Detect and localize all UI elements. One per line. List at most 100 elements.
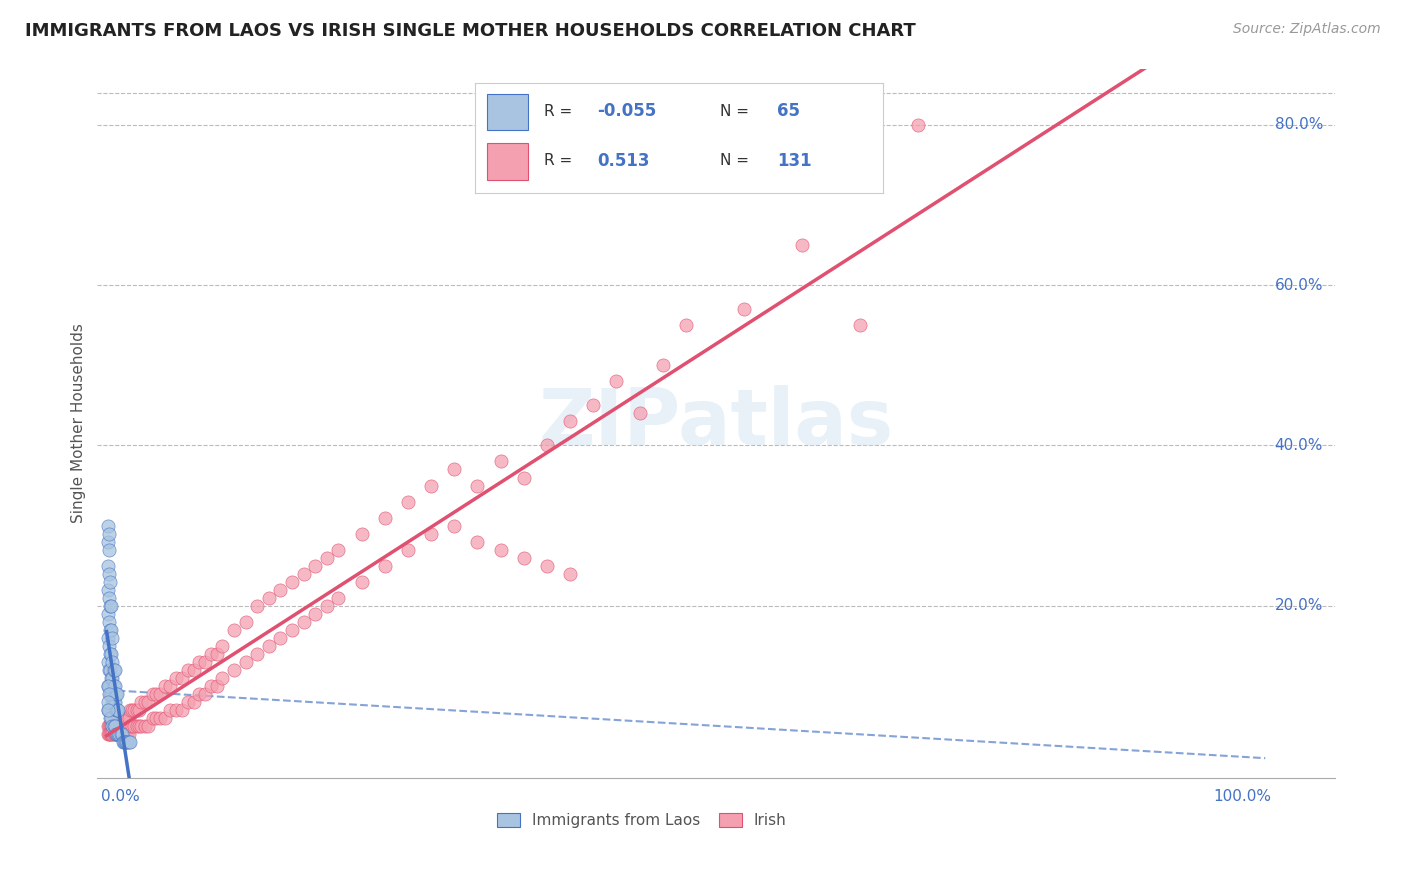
Point xyxy=(97,631,120,645)
Point xyxy=(114,711,136,725)
Point xyxy=(246,599,269,613)
Point xyxy=(235,655,257,669)
Point xyxy=(145,687,167,701)
Point xyxy=(115,735,138,749)
Point xyxy=(101,719,124,733)
Point xyxy=(115,711,138,725)
Point xyxy=(97,695,120,709)
Point xyxy=(104,719,127,733)
Point xyxy=(628,406,651,420)
Point xyxy=(104,695,127,709)
Point xyxy=(107,703,129,717)
Point xyxy=(105,727,128,741)
Point xyxy=(194,655,217,669)
Point xyxy=(131,695,153,709)
Point xyxy=(134,719,156,733)
Point xyxy=(97,727,120,741)
Point xyxy=(97,526,120,541)
Point xyxy=(125,719,148,733)
Point xyxy=(651,358,673,372)
Point xyxy=(103,663,125,677)
Point xyxy=(149,711,172,725)
Point xyxy=(100,727,122,741)
Point xyxy=(100,711,122,725)
Point xyxy=(101,655,124,669)
Point xyxy=(97,534,120,549)
Point xyxy=(467,478,489,492)
Point xyxy=(97,679,120,693)
Point xyxy=(97,679,120,693)
Point xyxy=(848,318,870,333)
Point xyxy=(118,735,141,749)
Point xyxy=(188,687,211,701)
Point xyxy=(103,719,125,733)
Point xyxy=(142,711,165,725)
Point xyxy=(443,518,465,533)
Point xyxy=(98,663,121,677)
Point xyxy=(97,607,120,621)
Point xyxy=(512,470,534,484)
Point xyxy=(100,599,122,613)
Point xyxy=(134,695,156,709)
Text: Source: ZipAtlas.com: Source: ZipAtlas.com xyxy=(1233,22,1381,37)
Point xyxy=(118,703,141,717)
Point xyxy=(117,711,139,725)
Point xyxy=(114,727,136,741)
Point xyxy=(153,711,176,725)
Point xyxy=(98,623,121,637)
Text: 80.0%: 80.0% xyxy=(1274,117,1323,132)
Point xyxy=(128,703,150,717)
Point xyxy=(97,703,120,717)
Point xyxy=(111,727,134,741)
Point xyxy=(97,703,120,717)
Point xyxy=(350,574,373,589)
Point xyxy=(121,719,143,733)
Point xyxy=(222,623,245,637)
Point xyxy=(112,735,135,749)
Point xyxy=(97,719,120,733)
Point xyxy=(101,719,124,733)
Point xyxy=(149,687,172,701)
Point xyxy=(605,374,627,388)
Point xyxy=(205,647,228,661)
Point xyxy=(104,687,127,701)
Point xyxy=(396,494,419,508)
Point xyxy=(281,623,304,637)
Point xyxy=(121,703,143,717)
Point xyxy=(350,526,373,541)
Point xyxy=(98,727,121,741)
Text: IMMIGRANTS FROM LAOS VS IRISH SINGLE MOTHER HOUSEHOLDS CORRELATION CHART: IMMIGRANTS FROM LAOS VS IRISH SINGLE MOT… xyxy=(25,22,917,40)
Point xyxy=(100,687,122,701)
Point xyxy=(165,703,187,717)
Point xyxy=(558,566,581,581)
Point xyxy=(159,679,181,693)
Point xyxy=(257,639,280,653)
Point xyxy=(104,703,127,717)
Point xyxy=(105,727,128,741)
Point xyxy=(111,727,134,741)
Point xyxy=(97,679,120,693)
Point xyxy=(292,566,315,581)
Point xyxy=(98,711,121,725)
Point xyxy=(117,735,139,749)
Point xyxy=(420,478,443,492)
Point xyxy=(97,542,120,557)
Point xyxy=(117,735,139,749)
Point xyxy=(97,687,120,701)
Point xyxy=(107,711,129,725)
Point xyxy=(103,695,125,709)
Point xyxy=(170,671,193,685)
Point xyxy=(675,318,697,333)
Point xyxy=(489,542,512,557)
Point xyxy=(98,647,121,661)
Point xyxy=(100,671,122,685)
Point xyxy=(153,679,176,693)
Point xyxy=(159,703,181,717)
Point xyxy=(104,663,127,677)
Point xyxy=(101,631,124,645)
Point xyxy=(211,639,233,653)
Point xyxy=(100,719,122,733)
Point xyxy=(420,526,443,541)
Point xyxy=(582,398,605,412)
Text: 0.0%: 0.0% xyxy=(101,789,139,804)
